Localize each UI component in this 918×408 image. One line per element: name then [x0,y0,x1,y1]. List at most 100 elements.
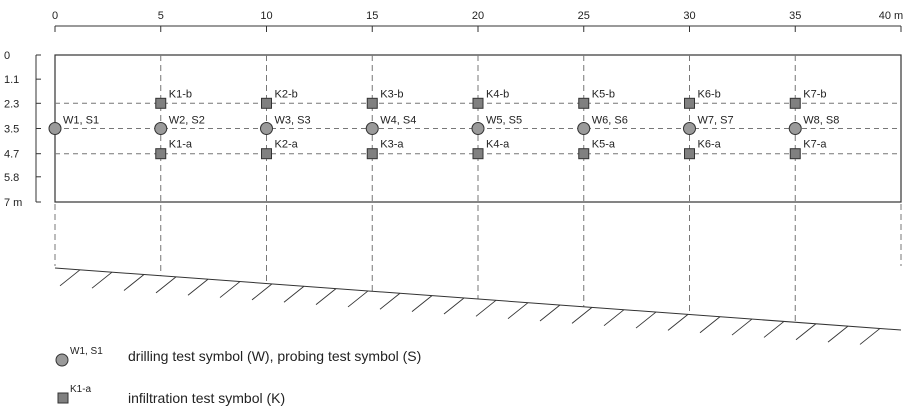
y-tick-label: 7 m [4,197,22,209]
drilling-test-marker [365,122,379,135]
y-tick-label: 5.8 [4,172,19,184]
infiltration-test-marker [366,97,378,109]
ground-hatch [91,271,113,289]
x-axis: 0 5 10 15 20 25 30 35 40 m [52,10,903,32]
ground-hatch [795,323,817,341]
ground-hatch [507,302,529,320]
ground-hatch [59,269,81,287]
test-points: K1-b K2-b K3-b K4-b K5-b K6-b K7-b K1-a K2-a K3-a… [48,88,839,160]
infiltration-test-label: K7-a [803,139,827,151]
ground-hatch [347,290,369,308]
y-tick-label: 4.7 [4,149,19,161]
legend-infiltration-symbol [57,392,69,404]
ground-hatch [155,276,177,294]
infiltration-test-marker [472,97,484,109]
infiltration-test-label: K7-b [803,88,826,100]
legend-infiltration-symbol-label: K1-a [70,384,92,395]
ground-hatch [699,316,721,334]
infiltration-test-marker [789,148,801,160]
ground-hatch [187,278,209,296]
infiltration-test-marker [472,148,484,160]
drilling-test-marker [260,122,273,135]
x-tick-label: 25 [578,10,590,22]
infiltration-test-marker [155,148,167,160]
legend-infiltration-text: infiltration test symbol (K) [128,390,285,406]
infiltration-test-label: K6-a [698,139,722,151]
x-tick-label: 40 m [879,10,903,22]
y-tick-label: 2.3 [4,98,19,110]
ground-hatch [251,283,273,301]
ground-hatch [123,274,145,291]
x-tick-label: 20 [472,10,484,22]
drilling-test-label: W4, S4 [380,115,416,127]
ground-hatch [379,292,401,310]
infiltration-test-marker [366,148,378,160]
infiltration-test-marker [789,97,801,109]
infiltration-test-label: K2-a [275,139,299,151]
ground-line [54,267,902,331]
infiltration-test-label: K5-a [592,139,616,151]
x-tick-label: 10 [260,10,272,22]
ground-hatch [731,318,753,336]
ground-hatch [827,325,849,343]
infiltration-test-marker [684,148,695,160]
y-tick-label: 1.1 [4,74,19,86]
y-tick-label: 3.5 [4,124,19,136]
drilling-test-label: W6, S6 [592,115,628,127]
infiltration-test-label: K4-b [486,88,509,100]
infiltration-test-marker [684,97,695,109]
y-tick-label: 0 [4,50,10,62]
ground-hatch [603,309,625,327]
ground-hatch [635,311,657,329]
legend-drilling-symbol-label: W1, S1 [70,346,103,357]
infiltration-test-label: K2-b [275,88,298,100]
drilling-test-marker [577,122,591,135]
ground-hatch [539,304,561,322]
ground-hatch [571,307,593,324]
infiltration-test-marker [261,97,272,109]
infiltration-test-marker [578,97,590,109]
y-axis: 0 1.1 2.3 3.5 4.7 5.8 7 m [4,50,41,209]
drilling-test-label: W2, S2 [169,115,205,127]
ground-hatch [219,281,241,298]
ground-hatch [411,295,433,312]
x-tick-label: 5 [158,10,164,22]
legend-drilling-text: drilling test symbol (W), probing test s… [128,348,421,364]
x-tick-label: 0 [52,10,58,22]
infiltration-test-label: K3-a [380,139,404,151]
infiltration-test-marker [261,148,272,160]
drilling-test-label: W7, S7 [698,115,734,127]
infiltration-test-label: K6-b [698,88,721,100]
infiltration-test-marker [578,148,590,160]
x-tick-label: 15 [366,10,378,22]
ground-hatch [667,314,689,331]
ground-hatch [475,299,497,317]
drilling-test-marker [471,122,485,135]
drilling-test-marker [683,122,696,135]
ground-section [54,267,902,345]
infiltration-test-marker [155,97,167,109]
x-tick-label: 35 [789,10,801,22]
legend-drilling-symbol [55,353,69,367]
drilling-test-marker [154,122,168,135]
ground-hatch [315,288,337,305]
drilling-test-label: W5, S5 [486,115,522,127]
drilling-test-marker [788,122,802,135]
legend: W1, S1 drilling test symbol (W), probing… [55,346,421,406]
x-tick-label: 30 [683,10,695,22]
ground-hatch [443,297,465,315]
ground-hatch [763,321,785,338]
infiltration-test-label: K4-a [486,139,510,151]
drilling-test-label: W8, S8 [803,115,839,127]
infiltration-test-label: K1-b [169,88,192,100]
drilling-test-label: W3, S3 [275,115,311,127]
drilling-test-marker [48,122,62,135]
drilling-test-label: W1, S1 [63,115,99,127]
infiltration-test-label: K3-b [380,88,403,100]
ground-hatch [283,285,305,303]
ground-hatch [859,328,881,345]
infiltration-test-label: K5-b [592,88,615,100]
infiltration-test-label: K1-a [169,139,193,151]
